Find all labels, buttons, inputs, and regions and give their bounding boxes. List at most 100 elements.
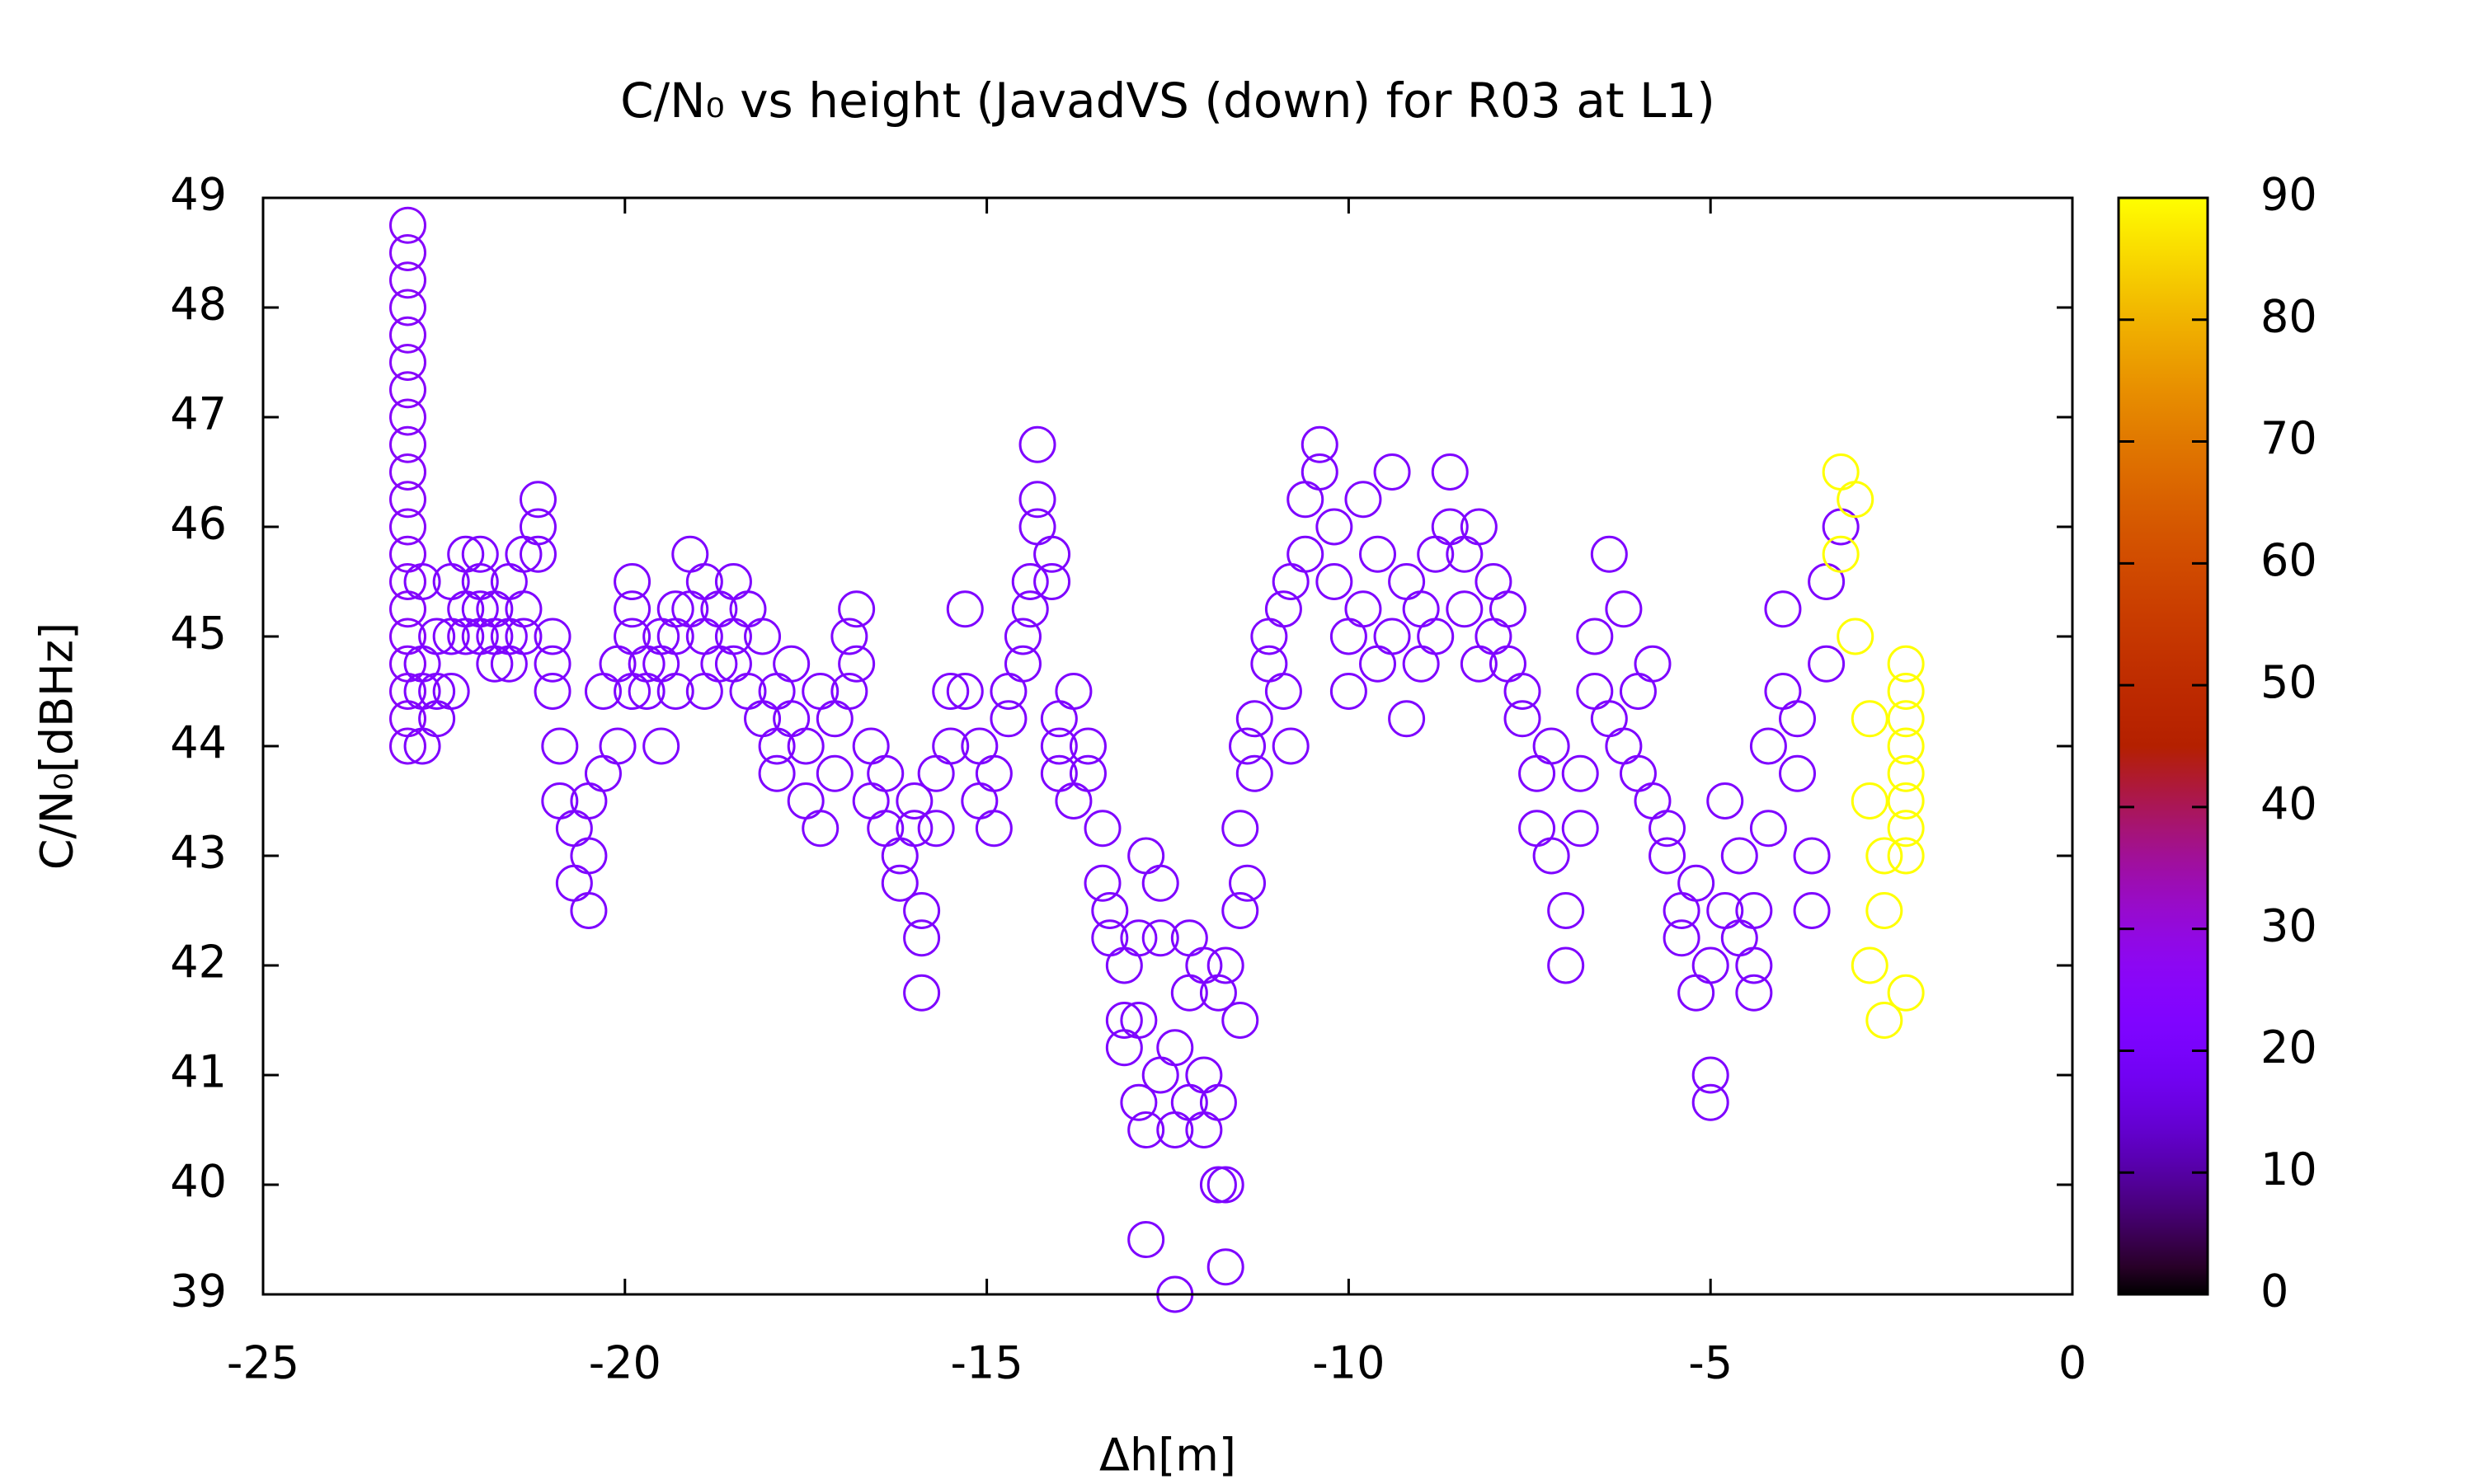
point xyxy=(1069,754,1107,792)
point xyxy=(1329,673,1367,710)
point xyxy=(852,727,890,765)
point xyxy=(1127,1221,1165,1258)
point xyxy=(389,234,427,271)
point xyxy=(1417,618,1455,655)
point xyxy=(1887,810,1925,848)
point xyxy=(1084,810,1122,848)
x-tick-label: -10 xyxy=(1312,1337,1385,1389)
point xyxy=(1344,481,1382,519)
point xyxy=(1264,590,1302,628)
point xyxy=(1199,974,1237,1012)
point xyxy=(1185,1056,1223,1094)
point xyxy=(1576,673,1614,710)
point xyxy=(1127,837,1165,875)
point xyxy=(1619,673,1657,710)
point xyxy=(1749,727,1787,765)
point xyxy=(418,673,456,710)
point xyxy=(418,618,456,655)
point xyxy=(389,563,427,600)
point xyxy=(389,481,427,519)
point xyxy=(1229,864,1267,902)
point xyxy=(389,508,427,546)
point xyxy=(1865,1002,1903,1039)
point xyxy=(505,618,543,655)
point xyxy=(1373,453,1411,491)
point xyxy=(1634,782,1672,819)
point xyxy=(932,727,970,765)
point xyxy=(1663,892,1700,929)
point xyxy=(1677,974,1715,1012)
point xyxy=(1431,453,1469,491)
point xyxy=(975,810,1013,848)
point xyxy=(1887,754,1925,792)
points xyxy=(389,206,1925,1313)
point xyxy=(917,810,955,848)
point xyxy=(1851,946,1888,984)
point xyxy=(787,727,825,765)
y-tick-label: 46 xyxy=(170,498,227,550)
point xyxy=(1055,673,1093,710)
point xyxy=(389,289,427,326)
point xyxy=(1503,673,1541,710)
point xyxy=(1532,727,1570,765)
point xyxy=(1156,1029,1194,1067)
point xyxy=(389,535,427,573)
point xyxy=(1677,864,1715,902)
point xyxy=(1018,481,1056,519)
point xyxy=(1822,508,1860,546)
point xyxy=(570,837,608,875)
point xyxy=(1888,592,1923,627)
point xyxy=(932,673,970,710)
point xyxy=(1518,810,1556,848)
point xyxy=(1735,892,1773,929)
colorbar-tick-label: 90 xyxy=(2260,169,2317,221)
point xyxy=(830,618,868,655)
point xyxy=(700,645,738,683)
point xyxy=(1286,535,1324,573)
point xyxy=(403,645,441,683)
point xyxy=(519,481,557,519)
colorbar-tick-label: 10 xyxy=(2260,1144,2317,1195)
point xyxy=(1300,425,1338,463)
point xyxy=(1300,453,1338,491)
point xyxy=(555,864,593,902)
point xyxy=(990,700,1028,738)
point xyxy=(1286,481,1324,519)
point xyxy=(389,453,427,491)
point xyxy=(1315,563,1353,600)
point xyxy=(1851,700,1888,738)
point xyxy=(1887,700,1925,738)
point xyxy=(1793,837,1831,875)
point xyxy=(1735,974,1773,1012)
point xyxy=(852,782,890,819)
point xyxy=(1040,727,1078,765)
point xyxy=(1649,810,1686,848)
point xyxy=(656,590,694,628)
point xyxy=(656,673,694,710)
point xyxy=(903,974,941,1012)
point xyxy=(1120,919,1158,957)
point xyxy=(1691,1056,1729,1094)
point xyxy=(1489,590,1526,628)
point xyxy=(1229,727,1267,765)
point xyxy=(1888,373,1923,407)
point xyxy=(1105,1029,1143,1067)
point xyxy=(1865,837,1903,875)
point xyxy=(461,535,499,573)
point xyxy=(389,727,427,765)
point xyxy=(1663,919,1700,957)
x-tick-label: -25 xyxy=(227,1337,299,1389)
point xyxy=(946,673,984,710)
colorbar xyxy=(2119,198,2208,1294)
point xyxy=(1888,565,1923,599)
point xyxy=(490,645,528,683)
point xyxy=(1141,919,1179,957)
colorbar-tick-label: 30 xyxy=(2260,899,2317,951)
x-tick-label: -5 xyxy=(1688,1337,1733,1389)
point xyxy=(1720,919,1758,957)
point xyxy=(642,645,680,683)
point xyxy=(432,673,470,710)
point xyxy=(1120,1083,1158,1121)
point xyxy=(461,590,499,628)
